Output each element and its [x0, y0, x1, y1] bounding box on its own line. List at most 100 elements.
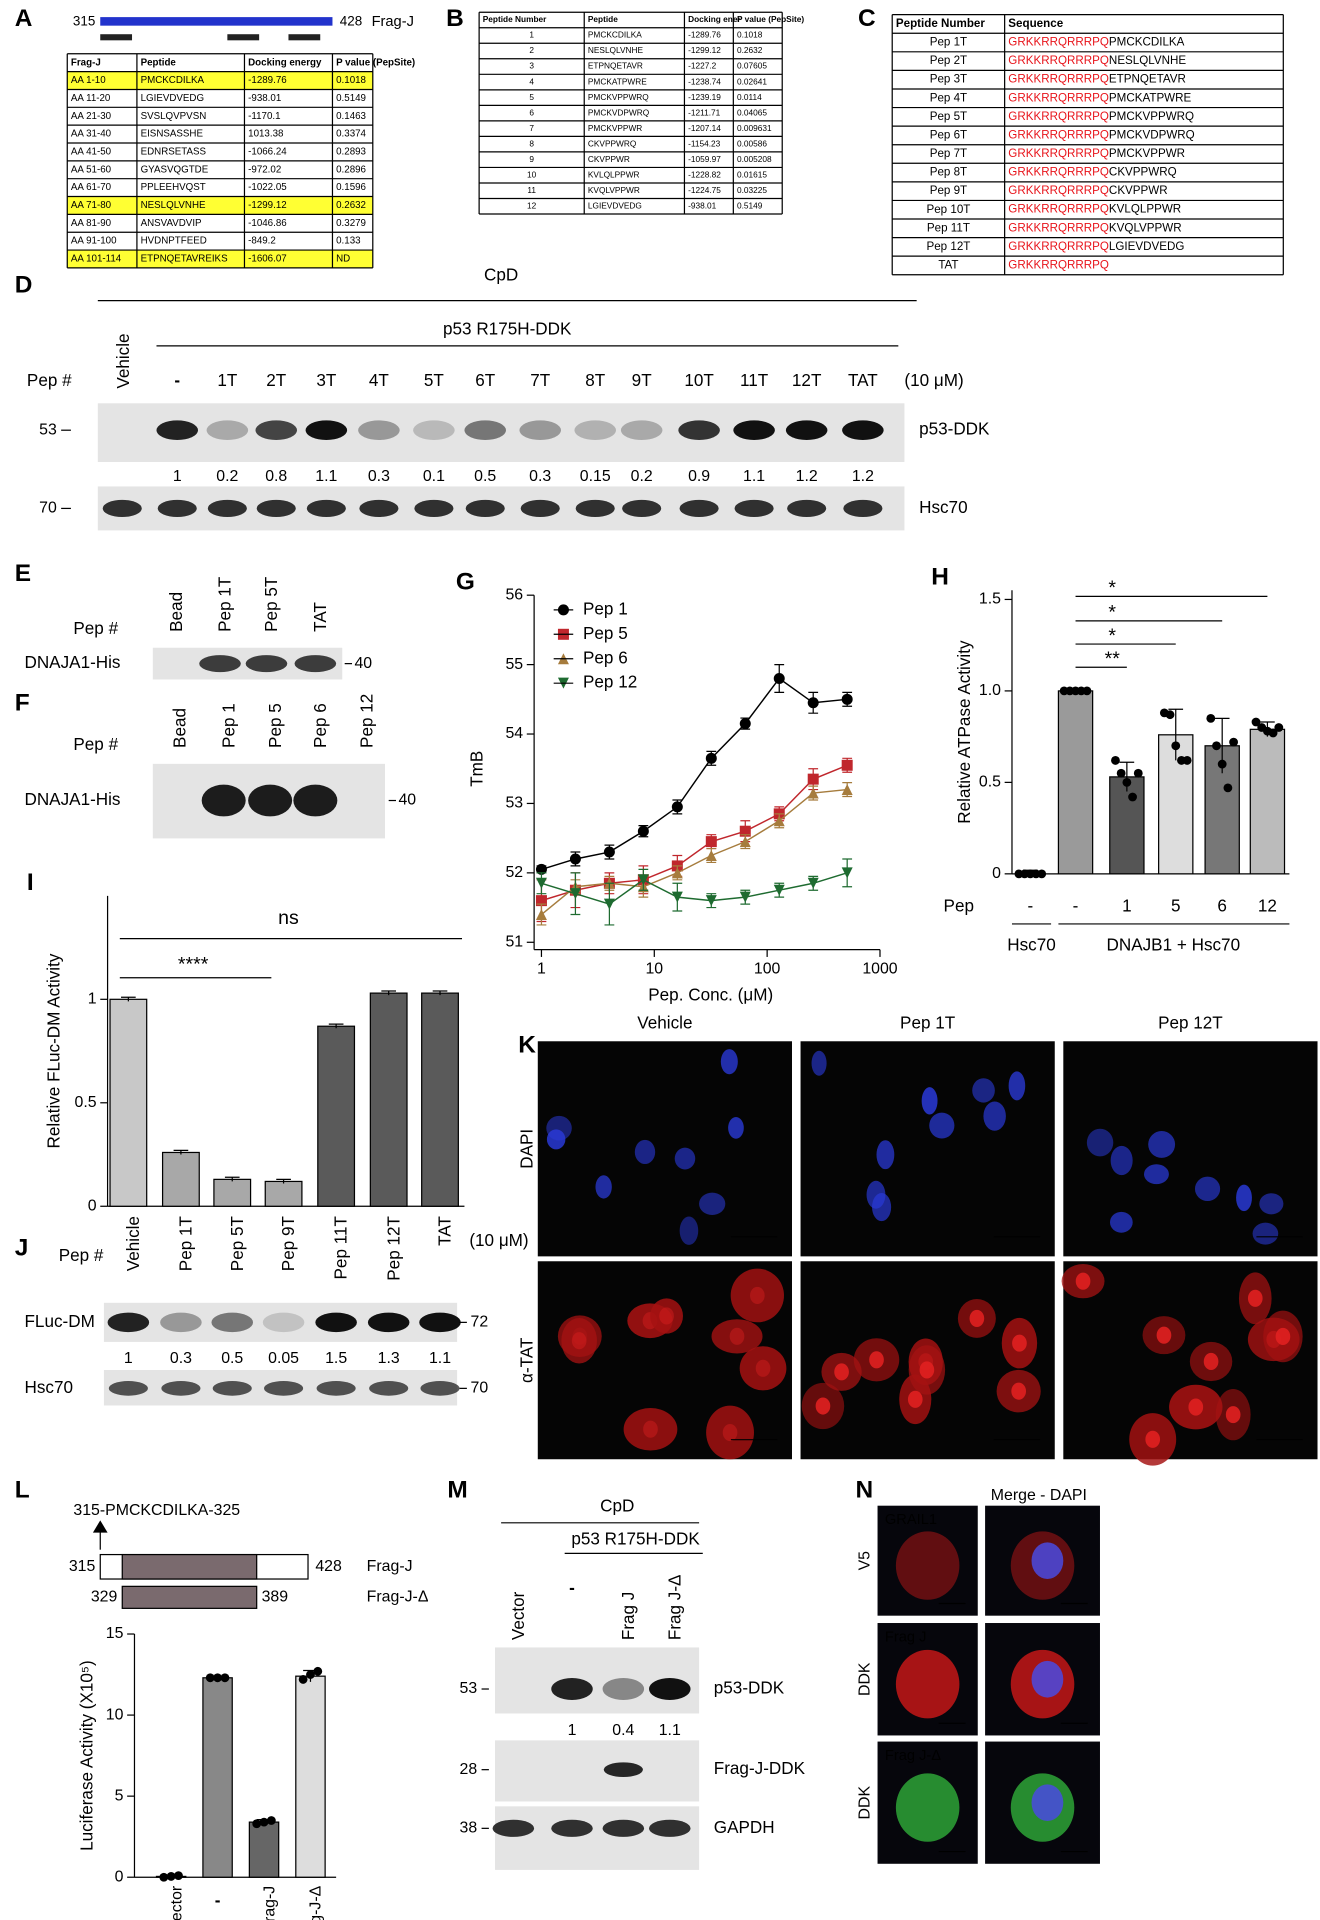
band [212, 1381, 252, 1396]
cell-core [750, 1286, 765, 1305]
quantification: 1.5 [325, 1350, 347, 1367]
cell: -1228.82 [688, 169, 721, 179]
marker [705, 836, 717, 848]
x-axis-label: Pep. Conc. (μM) [648, 986, 773, 1005]
label: Frag-J-Δ [367, 1589, 429, 1606]
cell: GRKKRRQRRRPQKVLQLPPWR [1008, 203, 1181, 216]
band [199, 655, 241, 673]
x-tick-label: Pep 1T [177, 1216, 196, 1272]
cell: -1207.14 [688, 123, 721, 133]
band [359, 499, 399, 517]
bar [161, 1151, 200, 1207]
cell: AA 61-70 [71, 182, 112, 193]
micrograph [537, 1041, 792, 1257]
sequence-prefix: GRKKRRQRRRPQ [1008, 221, 1109, 234]
panel-label: C [858, 5, 876, 32]
sequence-suffix: PMCKATPWRE [1109, 91, 1192, 104]
significance: ns [278, 907, 299, 929]
label: (10 μM) [904, 371, 963, 390]
band [306, 499, 346, 517]
lane-label: Pep 1 [219, 703, 238, 748]
band [649, 1678, 691, 1701]
fragment-bar [100, 17, 333, 26]
cell: 1013.38 [248, 129, 283, 140]
cell: -1154.23 [688, 138, 721, 148]
lane-label: 2T [266, 371, 287, 390]
cell: 0.1018 [336, 75, 366, 86]
band [248, 784, 293, 817]
bar [1249, 728, 1286, 875]
replicate-dot [1111, 756, 1120, 765]
label: 329 [91, 1589, 118, 1606]
panel-label: I [27, 869, 34, 896]
cell: GRKKRRQRRRPQPMCKATPWRE [1008, 91, 1191, 104]
marker [535, 863, 547, 875]
band-label: Hsc70 [24, 1378, 72, 1397]
marker [535, 895, 547, 907]
sequence-suffix: NESLQLVNHE [1109, 54, 1186, 67]
nucleus [728, 1117, 744, 1139]
marker [637, 825, 649, 837]
band [602, 1678, 645, 1701]
inset-label: GRAIL1 [885, 1512, 937, 1528]
lane-label: 10T [684, 371, 714, 390]
nucleus [1008, 1071, 1026, 1101]
group-label: DNAJB1 + Hsc70 [1106, 935, 1240, 954]
lane-label: 7T [530, 371, 551, 390]
band-label: p53-DDK [714, 1679, 785, 1698]
band-label: Hsc70 [919, 498, 967, 517]
nucleus [1143, 1164, 1169, 1185]
cell-core [722, 1423, 738, 1442]
cell: HVDNPTFEED [141, 236, 207, 247]
column-title: Merge - DAPI [991, 1487, 1087, 1504]
y-tick-label: 1.0 [979, 682, 1001, 699]
cell: Pep 6T [930, 128, 967, 141]
cell: PMCKVDPWRQ [588, 107, 650, 117]
x-tick-label: Pep 5T [228, 1216, 247, 1272]
cell: 0.2893 [336, 146, 366, 157]
cell: 5 [529, 92, 534, 102]
cell: 0.5149 [737, 200, 763, 210]
panel-label: H [931, 564, 949, 591]
label: 72 [471, 1314, 489, 1331]
cell: -1066.24 [248, 146, 287, 157]
replicate-dot [259, 1817, 269, 1827]
sequence-suffix: LGIEVDVEDG [1109, 240, 1184, 253]
series-line [541, 677, 848, 871]
replicate-dot [1171, 741, 1181, 751]
band [733, 420, 775, 440]
bar [1057, 690, 1094, 875]
y-tick-label: 1.5 [979, 591, 1001, 608]
cell: Pep 2T [930, 54, 967, 67]
marker [569, 853, 581, 865]
sequence-prefix: GRKKRRQRRRPQ [1008, 91, 1109, 104]
lane-label: 9T [632, 371, 653, 390]
quantification: 0.3 [170, 1350, 192, 1367]
lane-label: TAT [848, 371, 878, 390]
band [256, 499, 296, 517]
nucleus [1031, 1660, 1064, 1698]
cell: GRKKRRQRRRPQLGIEVDVEDG [1008, 240, 1184, 253]
cell: PMCKVPPWR [588, 123, 642, 133]
x-tick-label: - [1027, 896, 1033, 915]
cell: 0.2632 [336, 200, 366, 211]
micrograph [877, 1505, 978, 1616]
label: Pep # [59, 1246, 104, 1265]
sequence-prefix: GRKKRRQRRRPQ [1008, 240, 1109, 253]
band [574, 420, 617, 440]
quantification: 1.1 [429, 1350, 451, 1367]
y-tick-label: 51 [505, 933, 523, 950]
cell: EISNSASSHE [141, 129, 204, 140]
cell [739, 1346, 787, 1391]
cell: 0.03225 [737, 185, 767, 195]
quantification: 1.1 [743, 468, 765, 485]
column-header: Docking ener [688, 14, 741, 24]
replicate-dot [1128, 792, 1137, 802]
cell: NESLQLVNHE [588, 45, 644, 55]
band [649, 1819, 691, 1837]
inset-label: Frag J-Δ [885, 1748, 941, 1764]
marker [603, 898, 615, 910]
band [305, 420, 348, 440]
row-title: V5 [857, 1551, 874, 1571]
lane-label: Frag J-Δ [665, 1575, 684, 1641]
